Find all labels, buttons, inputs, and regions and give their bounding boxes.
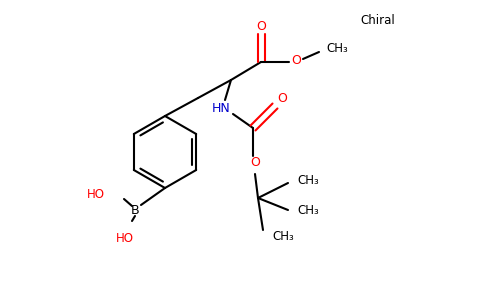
Text: CH₃: CH₃	[297, 175, 319, 188]
Text: HO: HO	[87, 188, 105, 200]
Text: Chiral: Chiral	[360, 14, 395, 26]
Text: O: O	[250, 157, 260, 169]
Text: HN: HN	[212, 101, 230, 115]
Text: CH₃: CH₃	[297, 203, 319, 217]
Text: HO: HO	[116, 232, 134, 245]
Text: CH₃: CH₃	[326, 43, 348, 56]
Text: O: O	[277, 92, 287, 106]
Text: B: B	[131, 203, 139, 217]
Text: CH₃: CH₃	[272, 230, 294, 242]
Text: O: O	[256, 20, 266, 32]
Text: O: O	[291, 53, 301, 67]
